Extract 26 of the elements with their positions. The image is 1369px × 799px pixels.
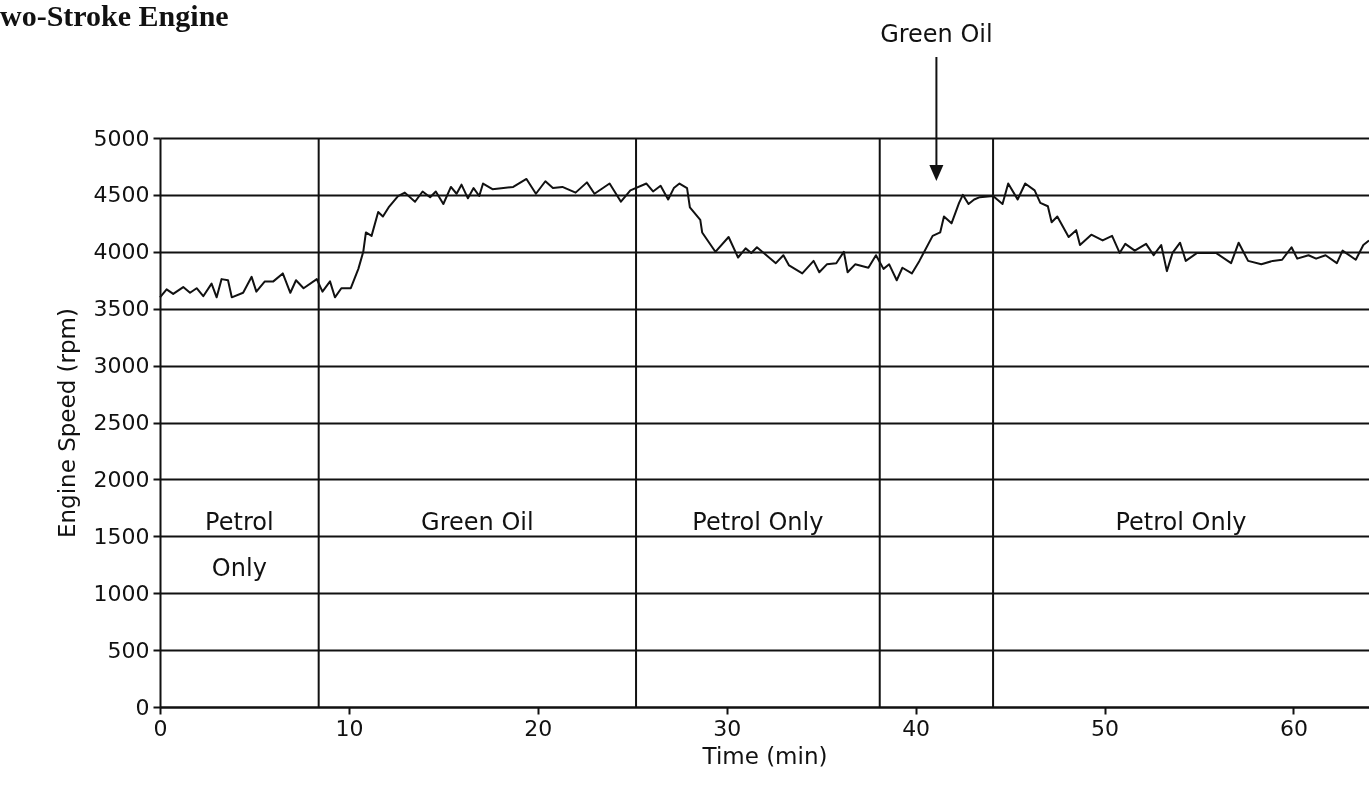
y-tick-label: 2500: [93, 410, 150, 435]
x-tick-label: 60: [1279, 715, 1308, 741]
x-tick-label: 50: [1091, 715, 1120, 741]
x-tick-label: 40: [902, 715, 931, 741]
text: Green Oil: [880, 20, 993, 48]
annotation: Petrol Only: [1115, 507, 1247, 536]
y-tick-label: 2000: [93, 466, 150, 492]
y-tick-label: 5000: [93, 125, 150, 151]
y-tick-label: 1000: [93, 580, 150, 606]
chart-title: wo-Stroke Engine: [0, 0, 229, 32]
y-axis-title: Engine Speed (rpm): [53, 308, 80, 538]
annotation: Petrol Only: [205, 507, 274, 582]
y-tick-label: 1500: [93, 523, 150, 549]
x-tick-label: 20: [524, 715, 553, 741]
y-tick-label: 500: [107, 637, 150, 663]
y-tick-label: 4000: [93, 239, 150, 265]
y-tick-label: 3500: [93, 296, 150, 322]
y-tick-label: 0: [135, 694, 150, 720]
annotation: Petrol Only: [692, 507, 824, 536]
annotation: Green Oil: [421, 507, 534, 536]
x-axis-title: Time (min): [701, 742, 828, 769]
x-tick-label: 0: [153, 715, 168, 741]
y-tick-label: 4500: [93, 182, 150, 208]
x-tick-label: 10: [335, 715, 364, 741]
x-tick-label: 30: [713, 715, 742, 741]
y-tick-label: 3000: [93, 353, 150, 379]
